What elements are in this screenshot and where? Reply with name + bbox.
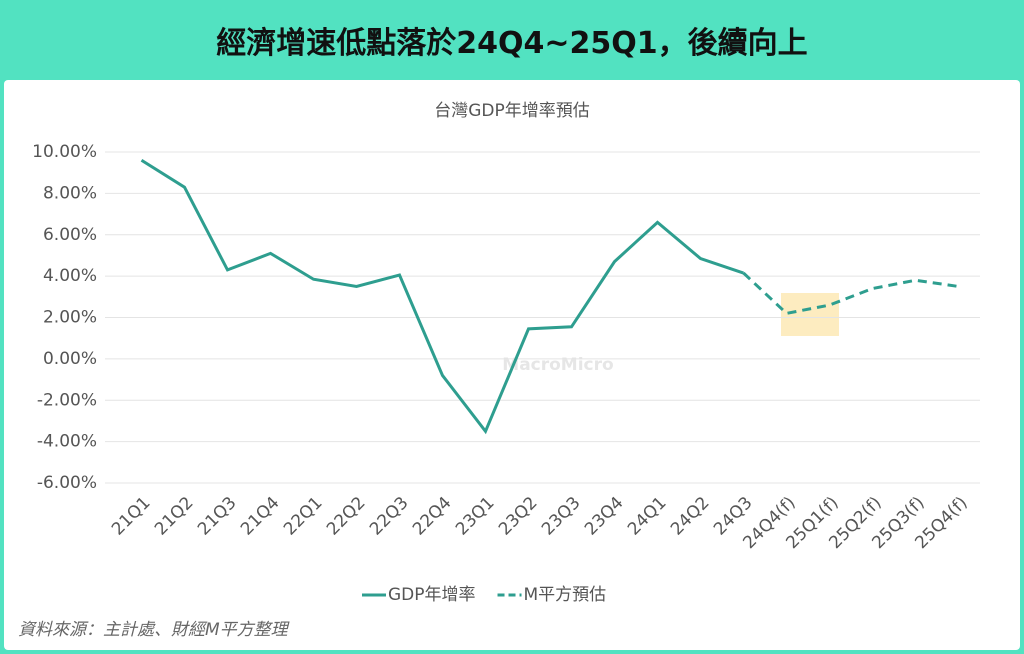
line-series xyxy=(140,159,744,435)
x-tick-label: 21Q3 xyxy=(194,493,241,540)
x-tick-label: 21Q4 xyxy=(237,493,284,540)
y-tick-label: 4.00% xyxy=(43,266,97,286)
x-tick-label: 24Q1 xyxy=(624,493,671,540)
highlight-box xyxy=(781,293,839,336)
y-tick-label: 8.00% xyxy=(43,183,97,203)
x-tick-label: 23Q4 xyxy=(581,493,628,540)
y-tick-label: 6.00% xyxy=(43,225,97,245)
y-tick-label: -4.00% xyxy=(37,432,97,452)
legend-label: GDP年增率 xyxy=(388,585,476,605)
y-tick-label: -6.00% xyxy=(37,473,97,493)
legend-label: M平方預估 xyxy=(524,585,607,605)
x-tick-label: 22Q3 xyxy=(366,493,413,540)
source-note: 資料來源：主計處、財經M平方整理 xyxy=(18,620,290,640)
line-series xyxy=(742,271,959,315)
watermark: MacroMicro xyxy=(502,355,613,375)
chart-title: 台灣GDP年增率預估 xyxy=(434,101,590,121)
y-tick-label: -2.00% xyxy=(37,390,97,410)
x-tick-label: 23Q1 xyxy=(452,493,499,540)
x-tick-label: 23Q2 xyxy=(495,493,542,540)
x-tick-label: 21Q1 xyxy=(108,493,155,540)
y-tick-label: 2.00% xyxy=(43,308,97,328)
x-tick-label: 21Q2 xyxy=(151,493,198,540)
banner-title: 經濟增速低點落於24Q4~25Q1，後續向上 xyxy=(216,26,808,61)
x-tick-label: 24Q2 xyxy=(667,493,714,540)
x-tick-label: 22Q4 xyxy=(409,493,456,540)
y-tick-label: 10.00% xyxy=(32,142,97,162)
y-tick-label: 0.00% xyxy=(43,349,97,369)
x-tick-label: 23Q3 xyxy=(538,493,585,540)
x-tick-label: 22Q1 xyxy=(280,493,327,540)
x-tick-label: 22Q2 xyxy=(323,493,370,540)
